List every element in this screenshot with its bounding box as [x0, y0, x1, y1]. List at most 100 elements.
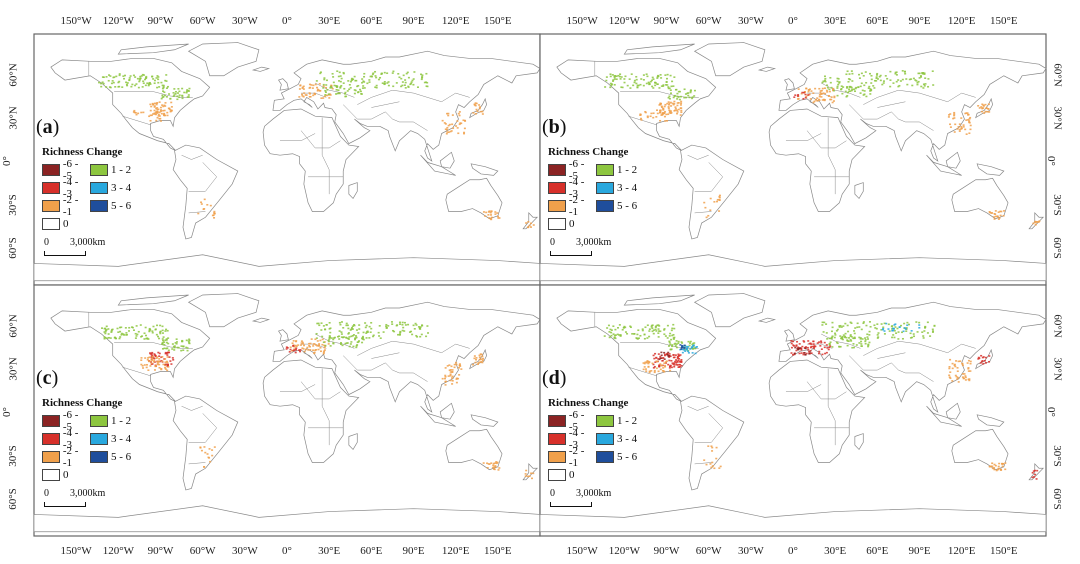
richness-pixel: [680, 341, 683, 343]
richness-pixel: [479, 110, 482, 113]
richness-pixel: [645, 82, 648, 85]
richness-pixel: [206, 453, 209, 455]
richness-pixel: [378, 335, 381, 337]
country-border: [687, 405, 709, 411]
richness-pixel: [323, 95, 326, 98]
richness-pixel: [847, 330, 850, 333]
richness-pixel: [158, 86, 161, 88]
richness-pixel: [172, 92, 175, 94]
richness-pixel: [887, 323, 890, 326]
richness-pixel: [151, 351, 154, 354]
richness-pixel: [173, 346, 176, 349]
richness-pixel: [330, 86, 333, 89]
richness-pixel: [821, 81, 824, 84]
richness-pixel: [147, 360, 150, 363]
richness-pixel: [796, 98, 799, 100]
legend-item: 1 - 2: [90, 164, 138, 176]
richness-pixel: [362, 85, 365, 87]
richness-pixel: [817, 98, 820, 101]
richness-pixel: [850, 322, 853, 324]
richness-pixel: [161, 348, 164, 350]
richness-pixel: [691, 352, 694, 354]
richness-pixel: [981, 103, 984, 106]
lon-tick-top: 150°E: [990, 15, 1018, 27]
legend-swatch: [596, 200, 614, 212]
richness-pixel: [895, 71, 898, 74]
richness-pixel: [631, 333, 634, 335]
richness-pixel: [994, 210, 997, 212]
richness-pixel: [666, 73, 669, 76]
land-madagascar: [854, 182, 864, 200]
richness-pixel: [988, 111, 991, 113]
richness-pixel: [353, 324, 356, 327]
legend-label: 0: [63, 218, 69, 230]
richness-pixel: [405, 72, 408, 75]
richness-pixel: [159, 331, 162, 333]
legend-item: -6 - -5: [548, 158, 596, 182]
richness-pixel: [669, 332, 672, 335]
richness-pixel: [647, 362, 650, 365]
richness-pixel: [897, 338, 900, 340]
richness-pixel: [449, 379, 452, 382]
richness-pixel: [614, 337, 617, 340]
richness-pixel: [867, 338, 870, 340]
richness-pixel: [188, 338, 191, 341]
richness-pixel: [410, 330, 413, 333]
richness-pixel: [322, 83, 325, 86]
richness-pixel: [670, 359, 673, 362]
richness-pixel: [659, 330, 662, 333]
richness-pixel: [160, 81, 163, 84]
richness-pixel: [657, 353, 660, 355]
richness-pixel: [856, 326, 859, 329]
richness-pixel: [401, 329, 404, 332]
land-antarctica: [33, 254, 541, 282]
lon-tick-bottom: 60°W: [189, 545, 216, 557]
richness-pixel: [293, 348, 296, 350]
richness-pixel: [988, 361, 991, 363]
richness-pixel: [165, 360, 168, 363]
country-border: [371, 101, 400, 108]
richness-pixel: [666, 354, 669, 356]
richness-pixel: [993, 463, 996, 466]
richness-pixel: [302, 95, 305, 98]
richness-pixel: [449, 369, 452, 371]
richness-pixel: [984, 362, 987, 364]
richness-pixel: [497, 469, 500, 471]
richness-pixel: [969, 370, 972, 372]
richness-pixel: [676, 111, 679, 113]
richness-pixel: [640, 78, 643, 80]
richness-pixel: [327, 339, 330, 341]
legend-label: -2 - -1: [62, 194, 79, 218]
richness-pixel: [166, 356, 169, 358]
richness-pixel: [651, 85, 654, 88]
richness-pixel: [818, 350, 821, 353]
richness-pixel: [650, 326, 653, 328]
richness-pixel: [150, 114, 153, 117]
richness-pixel: [663, 115, 666, 118]
legend-swatch: [90, 164, 108, 176]
richness-pixel: [794, 94, 797, 96]
richness-pixel: [313, 352, 316, 355]
lat-tick-left: 60°N: [7, 63, 20, 87]
richness-pixel: [826, 338, 829, 340]
richness-pixel: [820, 348, 823, 350]
richness-pixel: [705, 216, 708, 219]
lon-tick-top: 60°W: [189, 15, 216, 27]
richness-pixel: [824, 352, 827, 355]
richness-pixel: [802, 340, 805, 342]
richness-pixel: [671, 80, 674, 83]
legend-swatch: [596, 433, 614, 445]
richness-pixel: [164, 114, 167, 117]
richness-pixel: [114, 337, 117, 340]
richness-pixel: [444, 376, 447, 378]
richness-pixel: [995, 469, 998, 472]
legend-item: -4 - -3: [42, 176, 90, 200]
richness-pixel: [325, 323, 328, 326]
richness-pixel: [646, 115, 649, 118]
richness-pixel: [832, 87, 835, 90]
richness-pixel: [157, 76, 160, 78]
richness-pixel: [162, 84, 165, 87]
richness-pixel: [665, 81, 668, 83]
richness-pixel: [671, 345, 674, 348]
richness-pixel: [689, 348, 692, 350]
